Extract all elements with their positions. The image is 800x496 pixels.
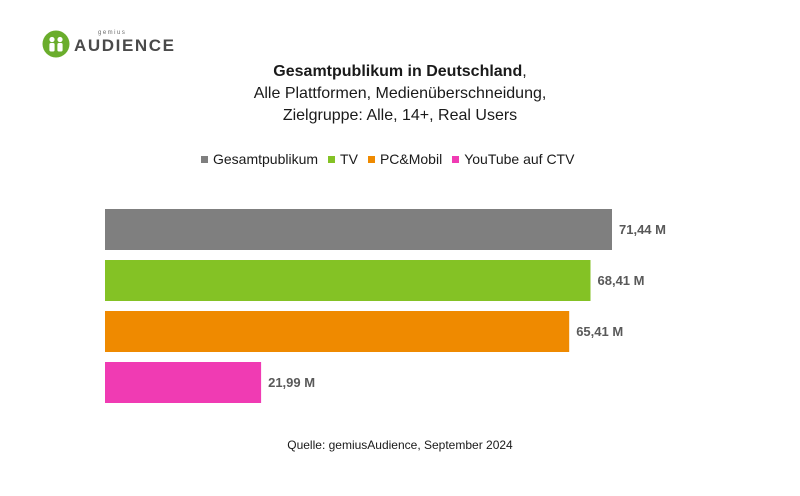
bar-gesamtpublikum bbox=[105, 209, 612, 250]
legend-label: YouTube auf CTV bbox=[464, 151, 575, 167]
legend-item: Gesamtpublikum bbox=[201, 151, 318, 167]
bar-youtube-auf-ctv bbox=[105, 362, 262, 403]
bar-value-label: 71,44 M bbox=[619, 222, 666, 237]
bar-value-label: 21,99 M bbox=[268, 375, 315, 390]
chart-title: Gesamtpublikum in Deutschland, Alle Plat… bbox=[150, 61, 650, 127]
bar-value-label: 65,41 M bbox=[576, 324, 623, 339]
bar-value-label: 68,41 M bbox=[598, 273, 645, 288]
chart-title-comma: , bbox=[522, 63, 527, 80]
legend-swatch bbox=[367, 155, 375, 163]
gemius-logo-icon bbox=[42, 30, 70, 58]
legend-swatch bbox=[201, 155, 208, 163]
chart-title-line2: Alle Plattformen, Medienüberschneidung, bbox=[253, 85, 547, 102]
legend-label: PC&Mobil bbox=[379, 151, 443, 167]
source-note: Quelle: gemiusAudience, September 2024 bbox=[287, 438, 513, 452]
legend-swatch bbox=[328, 155, 336, 163]
logo-gemius-text: gemius bbox=[98, 30, 127, 36]
logo-audience-text: AUDIENCE bbox=[74, 36, 176, 55]
legend-item: TV bbox=[328, 151, 358, 167]
chart-title-bold: Gesamtpublikum in Deutschland bbox=[273, 63, 523, 80]
legend-item: YouTube auf CTV bbox=[452, 151, 574, 167]
legend-label: Gesamtpublikum bbox=[213, 151, 319, 167]
legend-label: TV bbox=[340, 151, 358, 167]
legend-item: PC&Mobil bbox=[367, 151, 443, 167]
chart-title-line3: Zielgruppe: Alle, 14+, Real Users bbox=[282, 107, 518, 124]
chart-legend: Gesamtpublikum TV PC&Mobil YouTube auf CTV bbox=[201, 149, 584, 169]
legend-swatch bbox=[452, 155, 460, 163]
bar-pc-mobil bbox=[105, 311, 570, 352]
bar-tv bbox=[105, 260, 591, 301]
